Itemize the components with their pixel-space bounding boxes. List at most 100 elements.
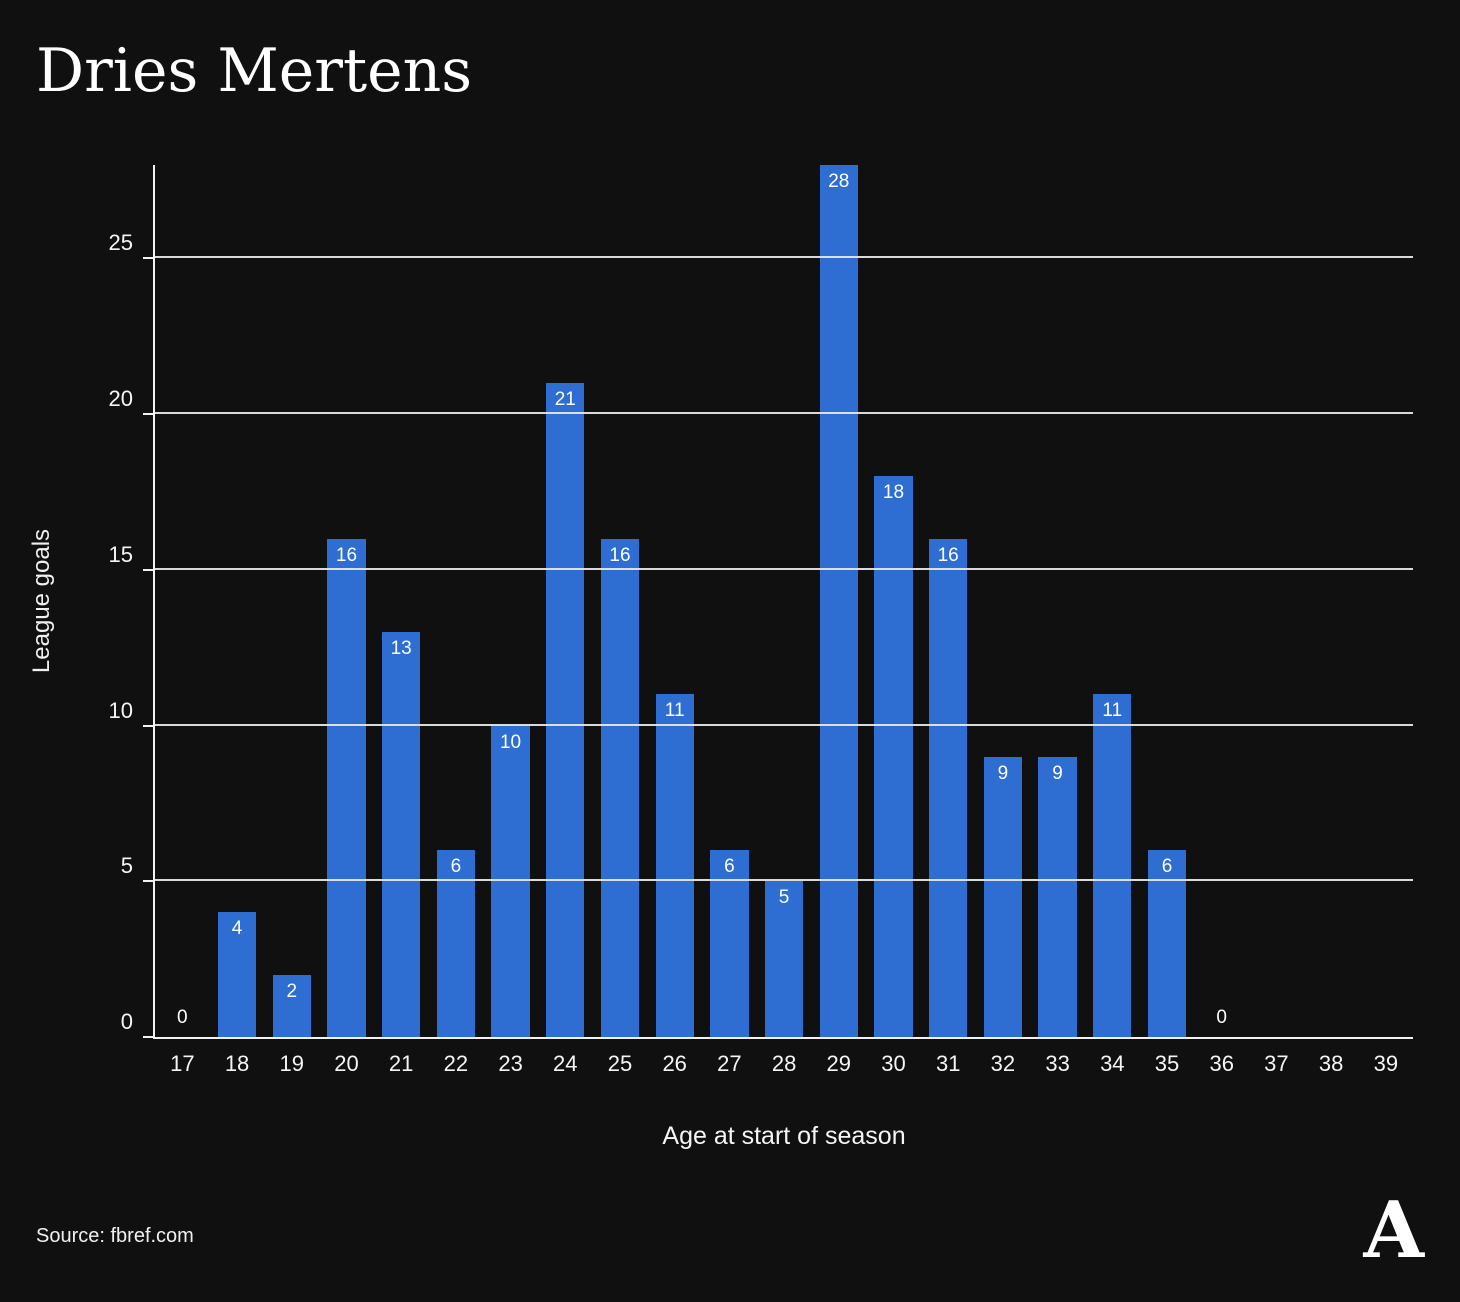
y-tick-label: 10 [108, 697, 133, 723]
bar-value-label: 2 [286, 980, 298, 1002]
bar-column: 16 [593, 165, 648, 1037]
x-tick-label: 32 [990, 1051, 1016, 1076]
gridline [155, 412, 1413, 415]
bar: 6 [436, 850, 475, 1037]
plot-area: 0 4 2 16 13 6 10 21 16 11 6 5 28 18 16 9 9 11 6 0 0 5 10 15 20 2… [109, 165, 1413, 1039]
bar-column: 6 [1140, 165, 1195, 1037]
bar: 2 [272, 974, 311, 1037]
x-tick-label: 24 [553, 1051, 578, 1076]
bar-value-label: 9 [1052, 762, 1063, 784]
page-title: Dries Mertens [36, 36, 473, 106]
bar-column: 21 [538, 165, 593, 1037]
bar-value-label: 16 [609, 544, 631, 566]
bar-column: 9 [976, 165, 1031, 1037]
y-tick-label: 0 [120, 1009, 133, 1034]
x-tick-label: 37 [1264, 1051, 1289, 1076]
bar: 16 [929, 538, 968, 1037]
bar-column [1249, 165, 1304, 1037]
x-tick-label: 28 [771, 1051, 797, 1076]
x-tick-labels: 17 18 19 20 21 22 23 24 25 26 27 28 29 30 31 32 33 34 35 36… [155, 1051, 1413, 1077]
bar-column [1358, 165, 1413, 1037]
x-axis-line [153, 1037, 1413, 1039]
bar-column: 4 [210, 165, 265, 1037]
y-tick-label: 25 [108, 230, 133, 256]
bar-value-label: 18 [882, 482, 905, 504]
bar-value-label: 6 [450, 856, 462, 878]
bar-column: 6 [702, 165, 757, 1037]
bar-column: 11 [647, 165, 702, 1037]
bar-value-label: 6 [724, 856, 735, 878]
y-tick-mark [143, 568, 153, 571]
y-tick-label: 15 [108, 541, 133, 567]
bar-value-label: 28 [828, 171, 850, 192]
y-tick-mark [143, 1036, 153, 1038]
bar-value-label: 11 [664, 700, 685, 722]
bar: 5 [764, 881, 804, 1037]
bar-column: 10 [483, 165, 538, 1037]
bar-column: 18 [866, 165, 921, 1037]
bar: 18 [874, 476, 913, 1037]
bar-value-label: 0 [177, 1007, 188, 1028]
bar: 6 [710, 850, 749, 1037]
bar: 6 [1147, 850, 1187, 1037]
bar: 9 [983, 756, 1023, 1037]
bar-value-label: 5 [778, 887, 790, 909]
x-tick-label: 26 [662, 1051, 687, 1076]
x-tick-label: 39 [1373, 1051, 1399, 1076]
y-tick-mark [143, 413, 153, 416]
bar-value-label: 21 [554, 389, 576, 410]
x-tick-label: 23 [498, 1051, 523, 1076]
gridline [155, 723, 1413, 726]
bars-container: 0 4 2 16 13 6 10 21 16 11 6 5 28 18 16 9 9 11 6 0 [155, 165, 1413, 1037]
x-tick-label: 33 [1045, 1051, 1070, 1076]
x-tick-label: 31 [935, 1051, 961, 1076]
bar: 16 [600, 538, 640, 1037]
bar-value-label: 16 [335, 544, 358, 566]
y-tick-mark [143, 257, 153, 260]
x-tick-label: 25 [607, 1051, 633, 1076]
source-credit: Source: fbref.com [36, 1225, 194, 1247]
bar-column: 16 [319, 165, 374, 1037]
bar-value-label: 10 [499, 731, 522, 753]
bar-value-label: 11 [1102, 700, 1123, 722]
bar-value-label: 4 [231, 918, 243, 940]
bar-column: 6 [429, 165, 484, 1037]
bar: 16 [327, 538, 366, 1037]
x-tick-label: 27 [717, 1051, 742, 1076]
bar-column [1304, 165, 1359, 1037]
x-tick-label: 30 [881, 1051, 906, 1076]
bar: 21 [546, 383, 585, 1037]
bar: 11 [1093, 694, 1132, 1037]
bar: 13 [382, 632, 421, 1037]
bar-value-label: 9 [997, 762, 1009, 784]
x-tick-label: 21 [388, 1051, 414, 1076]
x-tick-label: 20 [334, 1051, 359, 1076]
x-tick-label: 17 [170, 1051, 195, 1076]
bar-value-label: 0 [1216, 1007, 1227, 1028]
bar-value-label: 6 [1161, 856, 1173, 878]
athletic-logo: A [1363, 1185, 1424, 1276]
x-tick-label: 38 [1318, 1051, 1344, 1076]
bar-column: 9 [1030, 165, 1085, 1037]
x-tick-label: 35 [1154, 1051, 1180, 1076]
bar: 28 [819, 165, 858, 1037]
x-tick-label: 18 [224, 1051, 250, 1076]
x-tick-label: 19 [279, 1051, 304, 1076]
gridline [155, 879, 1413, 882]
y-tick-mark [143, 724, 153, 727]
bar-value-label: 16 [937, 544, 959, 566]
bar-column: 0 [155, 165, 210, 1037]
bar: 11 [655, 694, 694, 1037]
bar-value-label: 13 [390, 638, 412, 660]
y-axis-line [153, 165, 155, 1037]
bar-column: 5 [757, 165, 812, 1037]
gridline [155, 256, 1413, 259]
x-tick-label: 22 [443, 1051, 469, 1076]
bar-column: 11 [1085, 165, 1140, 1037]
bar: 4 [217, 912, 257, 1037]
x-tick-label: 34 [1100, 1051, 1125, 1076]
bar-column: 0 [1194, 165, 1249, 1037]
x-tick-label: 36 [1209, 1051, 1234, 1076]
y-tick-mark [143, 880, 153, 883]
